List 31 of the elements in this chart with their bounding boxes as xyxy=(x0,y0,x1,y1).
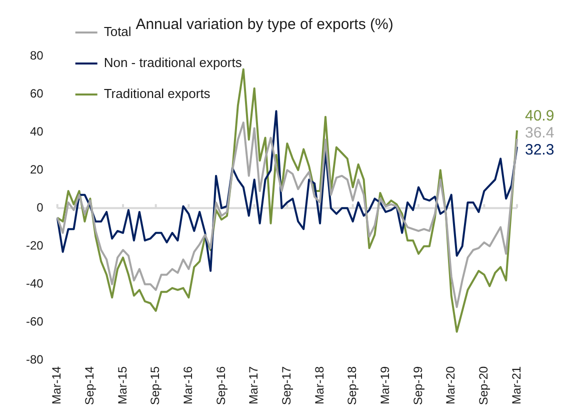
legend-label: Non - traditional exports xyxy=(104,55,242,70)
data-label: 36.4 xyxy=(525,124,554,142)
data-label: 40.9 xyxy=(525,108,554,125)
chart-title: Annual variation by type of exports (%) xyxy=(136,16,394,34)
x-tick-label: Sep-15 xyxy=(148,366,162,406)
x-tick-label: Sep-18 xyxy=(345,366,360,406)
y-tick-label: -40 xyxy=(26,276,44,291)
y-tick-label: 60 xyxy=(30,86,44,100)
x-tick-label: Mar-15 xyxy=(115,366,130,404)
y-tick-label: 20 xyxy=(30,162,44,176)
y-tick-label: 0 xyxy=(36,200,44,214)
data-label: 32.3 xyxy=(525,142,554,159)
x-tick-label: Mar-14 xyxy=(50,366,64,404)
legend-label: Traditional exports xyxy=(104,86,211,102)
x-tick-label: Mar-21 xyxy=(509,366,524,404)
x-tick-label: Mar-16 xyxy=(180,366,195,404)
legend-label: Total xyxy=(104,24,132,40)
x-tick-label: Mar-19 xyxy=(378,366,392,404)
y-tick-label: -80 xyxy=(26,352,44,367)
x-tick-label: Sep-19 xyxy=(410,366,425,406)
y-tick-label: 80 xyxy=(30,48,44,62)
x-tick-label: Mar-18 xyxy=(312,366,326,404)
x-tick-label: Sep-17 xyxy=(279,366,294,406)
y-tick-label: -20 xyxy=(26,238,44,253)
x-tick-label: Mar-17 xyxy=(246,366,261,404)
y-tick-label: 40 xyxy=(30,124,44,138)
x-tick-label: Sep-16 xyxy=(214,366,228,406)
y-tick-label: -60 xyxy=(26,314,44,329)
x-tick-label: Sep-14 xyxy=(82,366,96,406)
x-tick-label: Mar-20 xyxy=(444,366,458,404)
x-tick-label: Sep-20 xyxy=(476,366,490,406)
